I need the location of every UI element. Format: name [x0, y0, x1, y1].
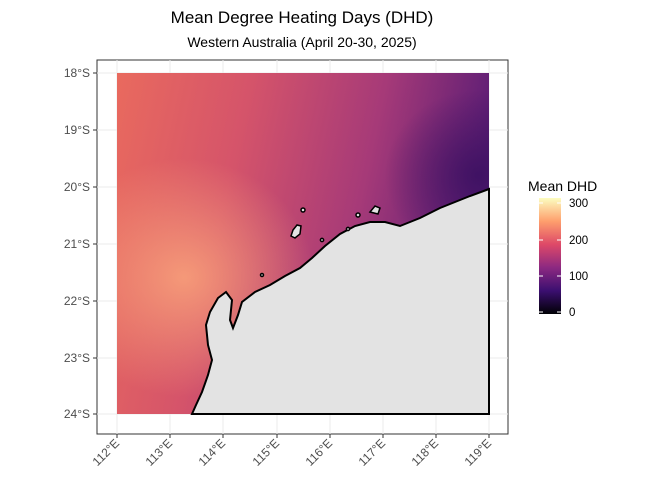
legend-tick-label: 100: [569, 271, 588, 283]
islands: [259, 205, 381, 278]
y-tick-label: 21°S: [64, 237, 90, 251]
legend-tick-label: 300: [569, 198, 588, 210]
color-legend: Mean DHD 0 100 200 300: [528, 178, 597, 319]
x-tick-label: 116°E: [303, 436, 335, 468]
land-mass: [190, 187, 490, 415]
x-tick-label: 118°E: [409, 436, 441, 468]
legend-tick-label: 0: [569, 307, 575, 319]
legend-tick-label: 200: [569, 235, 588, 247]
y-tick-label: 18°S: [64, 66, 90, 80]
map-subtitle: Western Australia (April 20-30, 2025): [187, 34, 417, 50]
legend-colorbar: [539, 198, 561, 314]
x-tick-label: 119°E: [462, 436, 494, 468]
y-tick-label: 24°S: [64, 407, 90, 421]
x-tick-label: 112°E: [90, 436, 122, 468]
y-tick-label: 19°S: [64, 123, 90, 137]
x-tick-label: 113°E: [143, 436, 175, 468]
y-axis: 18°S 19°S 20°S 21°S 22°S 23°S 24°S: [64, 66, 97, 421]
y-tick-label: 23°S: [64, 351, 90, 365]
y-tick-label: 22°S: [64, 294, 90, 308]
y-tick-label: 20°S: [64, 180, 90, 194]
legend-title: Mean DHD: [528, 178, 597, 194]
x-tick-label: 115°E: [250, 436, 282, 468]
x-axis: 112°E 113°E 114°E 115°E 116°E 117°E 118°…: [90, 434, 494, 469]
x-tick-label: 117°E: [356, 436, 388, 468]
map-title: Mean Degree Heating Days (DHD): [170, 8, 434, 27]
x-tick-label: 114°E: [196, 436, 228, 468]
